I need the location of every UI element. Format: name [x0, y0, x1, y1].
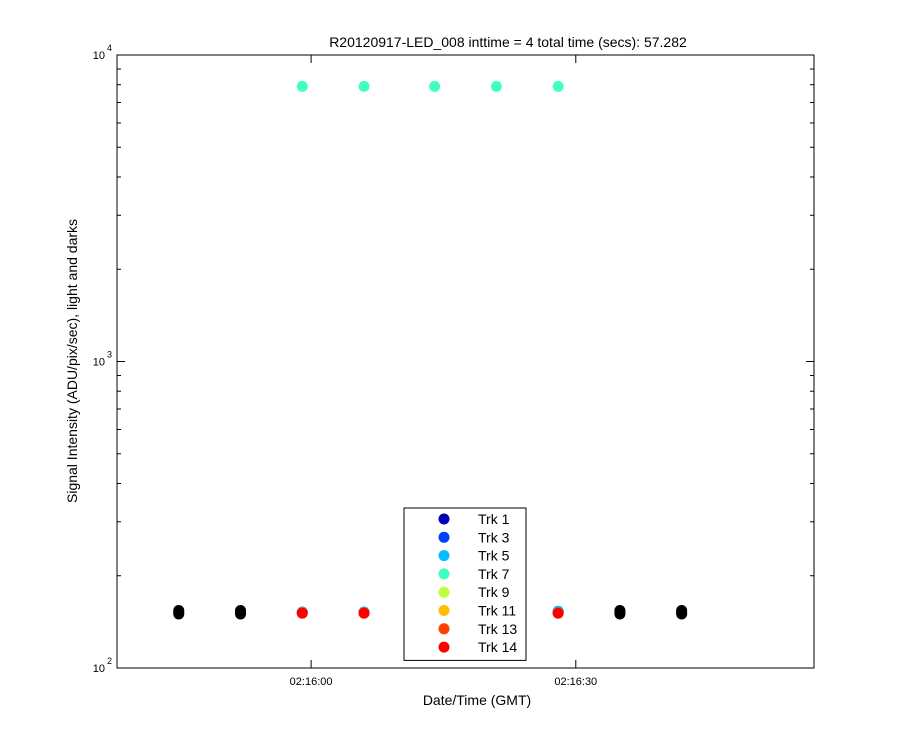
legend-marker: [438, 531, 450, 543]
legend-entry: Trk 11: [478, 603, 516, 619]
legend-marker: [438, 605, 450, 616]
y-tick-label: 10: [93, 357, 105, 369]
data-point: [296, 607, 308, 619]
data-point: [429, 80, 441, 92]
legend-box: [403, 507, 527, 661]
legend-entry: Trk 9: [478, 584, 510, 600]
data-points: [173, 80, 688, 620]
legend-entry: Trk 14: [478, 639, 517, 655]
legend-marker: [438, 641, 450, 653]
legend-marker: [438, 550, 450, 562]
legend-entry: Trk 1: [478, 511, 510, 527]
legend: Trk 1 Trk 3 Trk 5 Trk 7 Trk 9 Trk 11 Trk 13 Trk…: [403, 507, 527, 661]
data-point: [358, 80, 370, 92]
dark-point: [235, 605, 247, 617]
legend-entry: Trk 13: [478, 621, 517, 637]
chart-title: R20120917-LED_008 inttime = 4 total time…: [329, 34, 687, 50]
legend-marker: [438, 568, 450, 580]
legend-marker: [438, 586, 450, 598]
y-tick-exponent: 4: [107, 43, 112, 53]
y-tick-exponent: 3: [107, 350, 112, 360]
legend-entry: Trk 7: [478, 566, 510, 582]
legend-entry: Trk 5: [478, 548, 510, 564]
y-tick-label: 10: [93, 50, 105, 62]
data-point: [552, 607, 564, 619]
data-point: [552, 80, 564, 92]
data-point: [490, 80, 502, 92]
dark-point: [173, 605, 185, 617]
dark-point: [614, 605, 626, 617]
y-axis-label: Signal Intensity (ADU/pix/sec), light an…: [64, 219, 80, 503]
legend-marker: [438, 623, 450, 635]
y-tick-label: 10: [93, 663, 105, 675]
x-tick-label: 02:16:00: [290, 676, 333, 688]
axis-ticks: [117, 54, 814, 669]
data-point: [296, 80, 308, 92]
legend-entry: Trk 3: [478, 529, 510, 545]
x-axis-label: Date/Time (GMT): [423, 692, 531, 708]
data-point: [358, 607, 370, 619]
dark-point: [676, 605, 688, 617]
y-tick-exponent: 2: [107, 656, 112, 666]
x-tick-label: 02:16:30: [554, 676, 597, 688]
legend-marker: [438, 513, 450, 525]
